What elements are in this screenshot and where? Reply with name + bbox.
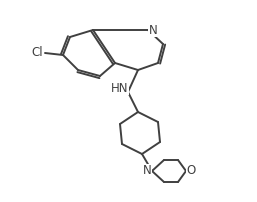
Text: Cl: Cl	[31, 46, 43, 60]
Text: N: N	[143, 164, 151, 178]
Text: N: N	[149, 23, 157, 37]
Text: O: O	[186, 164, 196, 178]
Text: HN: HN	[111, 81, 129, 95]
